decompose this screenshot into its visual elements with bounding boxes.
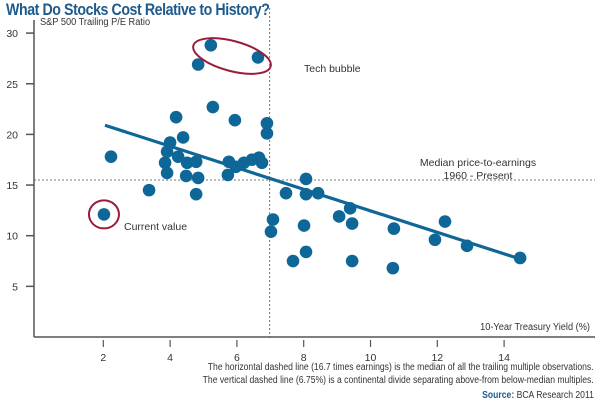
data-point [160,166,174,180]
data-point [299,187,313,201]
y-tick-label: 20 [6,129,18,141]
footnote-line1: The horizontal dashed line (16.7 times e… [208,362,594,373]
data-point [228,113,242,127]
data-point [299,245,313,259]
current-value-circle [87,199,120,230]
data-point [345,254,359,268]
data-point [286,254,300,268]
y-tick-label: 30 [6,28,18,40]
data-point [460,239,474,253]
source-label: Source: [482,390,515,401]
median-label-line2: 1960 - Present [444,170,513,182]
data-point [191,58,205,71]
data-point [158,156,172,170]
ticks: 5 10 15 20 25 30 2 4 6 8 10 12 14 [6,28,510,364]
data-point [169,110,183,124]
axes [33,20,595,338]
x-tick-label: 10 [365,352,377,364]
source-line: Source: BCA Research 2011 [482,390,594,401]
data-point [266,213,280,226]
x-tick-label: 6 [234,352,240,364]
data-point [176,131,190,144]
tech-bubble-ellipse [192,37,272,75]
current-value-label: Current value [124,221,187,233]
data-point [255,156,269,170]
data-point [204,38,218,52]
data-point [160,145,174,158]
data-point [189,155,203,169]
data-point [297,219,311,232]
source-text: BCA Research 2011 [516,390,594,401]
y-tick-label: 5 [12,281,18,293]
y-tick-label: 10 [6,231,18,243]
x-tick-label: 8 [301,352,307,364]
data-point [387,222,401,235]
annotations [87,37,272,230]
data-point [221,168,235,182]
current-value-point [97,208,111,221]
reference-lines [34,8,595,337]
x-tick-label: 4 [167,352,173,364]
data-point [206,100,220,114]
y-axis-label: S&P 500 Trailing P/E Ratio [40,17,151,29]
data-point [171,150,185,163]
data-point [345,217,359,230]
footnote-line2: The vertical dashed line (6.75%) is a co… [202,375,594,386]
median-label-line1: Median price-to-earnings [420,157,536,169]
data-point [438,215,452,228]
chart-title: What Do Stocks Cost Relative to History? [6,1,270,19]
y-tick-label: 15 [6,180,18,192]
data-point [279,186,293,200]
data-point [386,261,400,275]
data-points [97,38,527,275]
data-point [191,171,205,185]
x-axis-label: 10-Year Treasury Yield (%) [480,322,590,334]
data-point [104,150,118,163]
data-point [142,183,156,197]
y-tick-label: 25 [6,79,18,91]
data-point [189,187,203,201]
data-point [260,127,274,140]
data-point [428,233,442,247]
x-tick-label: 14 [498,352,510,364]
data-point [332,210,346,223]
data-point [513,251,527,265]
data-point [251,51,265,64]
data-point [343,202,357,215]
data-point [264,225,278,238]
tech-bubble-label: Tech bubble [304,63,361,75]
data-point [260,116,274,130]
x-tick-label: 12 [431,352,443,364]
data-point [299,172,313,186]
x-tick-label: 2 [100,352,106,364]
data-point [179,169,193,183]
data-point [311,186,325,200]
